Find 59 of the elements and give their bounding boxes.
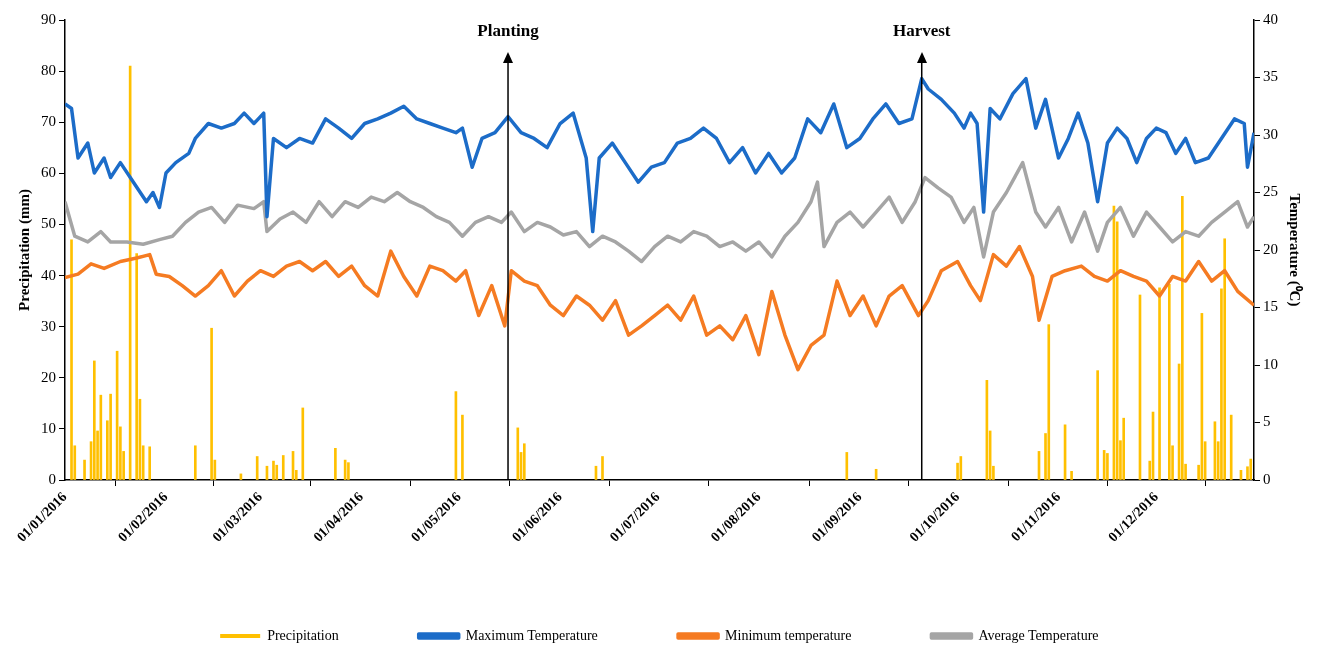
y2-axis-title: Temperature (⁰C) bbox=[1286, 193, 1305, 307]
y2-tick-label: 5 bbox=[1263, 413, 1271, 430]
bar bbox=[70, 239, 73, 480]
legend-label: Precipitation bbox=[267, 627, 339, 643]
bar bbox=[845, 452, 849, 480]
y-tick-label: 0 bbox=[48, 470, 56, 487]
bar bbox=[1158, 287, 1161, 480]
bar bbox=[281, 455, 285, 480]
y2-tick-label: 20 bbox=[1263, 240, 1278, 257]
y2-tick-label: 30 bbox=[1263, 125, 1278, 142]
y-tick-label: 90 bbox=[41, 10, 56, 27]
y2-tick-label: 35 bbox=[1263, 68, 1278, 85]
bar bbox=[334, 448, 337, 480]
bar bbox=[135, 253, 138, 480]
bar bbox=[272, 460, 275, 480]
bar bbox=[1167, 283, 1171, 480]
y-tick-label: 10 bbox=[41, 419, 56, 436]
bar bbox=[92, 360, 96, 480]
y-tick-label: 60 bbox=[41, 164, 56, 181]
bar bbox=[148, 446, 152, 480]
bar bbox=[210, 327, 213, 480]
bar bbox=[1106, 453, 1109, 480]
bar bbox=[522, 443, 526, 480]
ref-line-label: Planting bbox=[477, 21, 540, 41]
bar bbox=[1122, 417, 1126, 480]
y-tick-label: 50 bbox=[41, 215, 56, 232]
bar bbox=[83, 459, 86, 480]
bar bbox=[275, 464, 279, 480]
bar bbox=[193, 445, 197, 480]
y-tick-label: 70 bbox=[41, 113, 56, 130]
y-tick-label: 30 bbox=[41, 317, 56, 334]
bar bbox=[109, 393, 112, 480]
bar bbox=[1181, 196, 1184, 480]
y-tick-label: 80 bbox=[41, 62, 56, 79]
bar bbox=[516, 427, 520, 480]
bar bbox=[461, 414, 464, 480]
legend-label: Minimum temperature bbox=[725, 627, 852, 643]
bar bbox=[1229, 414, 1233, 480]
bar bbox=[1070, 471, 1073, 480]
bar bbox=[347, 462, 350, 480]
y-tick-label: 40 bbox=[41, 266, 56, 283]
bar bbox=[301, 407, 305, 480]
y2-tick-label: 0 bbox=[1263, 470, 1271, 487]
y2-tick-label: 25 bbox=[1263, 183, 1278, 200]
bar bbox=[601, 456, 604, 480]
bar bbox=[1249, 458, 1253, 480]
legend-label: Maximum Temperature bbox=[465, 627, 598, 643]
y-axis-title: Precipitation (mm) bbox=[15, 189, 33, 311]
bar bbox=[1096, 370, 1099, 480]
y2-tick-label: 15 bbox=[1263, 298, 1278, 315]
bar bbox=[1047, 324, 1051, 480]
y-tick-label: 20 bbox=[41, 368, 56, 385]
bar bbox=[255, 456, 259, 480]
bar bbox=[1223, 238, 1227, 480]
y2-tick-label: 40 bbox=[1263, 10, 1278, 27]
legend-label: Average Temperature bbox=[978, 627, 1099, 643]
bar bbox=[959, 456, 963, 480]
y2-tick-label: 10 bbox=[1263, 355, 1278, 372]
ref-line-label: Harvest bbox=[892, 21, 951, 41]
